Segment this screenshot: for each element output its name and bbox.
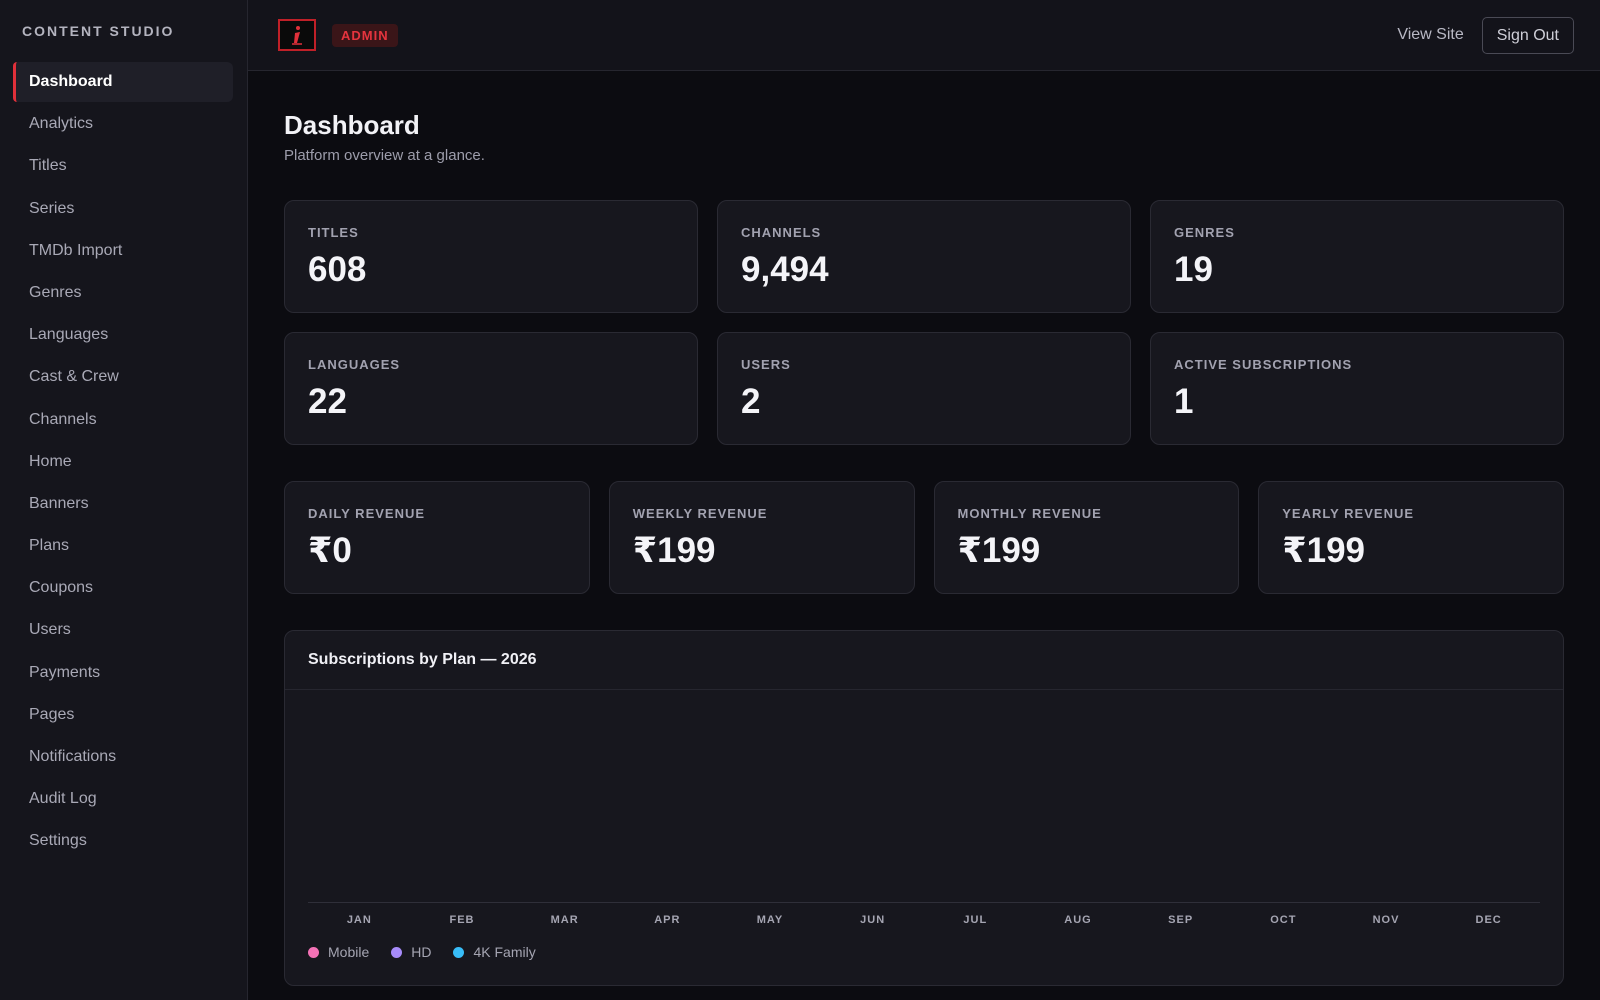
stat-value: 19: [1174, 250, 1213, 289]
legend-swatch-mobile: [308, 946, 319, 958]
stat-card-titles: TITLES 608: [284, 200, 698, 313]
sidebar-item-channels[interactable]: Channels: [29, 410, 97, 428]
revenue-label: WEEKLY REVENUE: [632, 506, 768, 521]
x-tick-label: MAR: [550, 914, 579, 926]
revenue-card-monthly: MONTHLY REVENUE ₹199: [933, 481, 1240, 594]
revenue-grid: DAILY REVENUE ₹0 WEEKLY REVENUE ₹199 MON…: [284, 481, 1564, 594]
stat-value: 22: [308, 382, 347, 421]
x-tick-label: JUN: [860, 914, 886, 926]
stat-value: 1: [1174, 382, 1194, 421]
sidebar-nav: Dashboard Analytics Titles Series TMDb I…: [0, 62, 247, 861]
chart-plot-area: [308, 690, 1540, 903]
sidebar-item-languages[interactable]: Languages: [29, 326, 109, 344]
brand-logo-icon[interactable]: [278, 19, 316, 51]
sidebar-item-settings[interactable]: Settings: [29, 832, 87, 850]
chart-legend: Mobile HD 4K Family: [308, 944, 1540, 960]
x-tick-label: DEC: [1475, 914, 1502, 926]
page-title: Dashboard: [284, 110, 420, 140]
stats-grid: TITLES 608 CHANNELS 9,494 GENRES 19 LANG…: [284, 200, 1564, 445]
sidebar-item-banners[interactable]: Banners: [29, 494, 89, 512]
brand-logo-glyph: [292, 26, 302, 45]
subscriptions-chart-card: Subscriptions by Plan — 2026 JAN FEB MAR…: [284, 630, 1564, 986]
x-tick-label: APR: [654, 914, 681, 926]
stat-value: 2: [741, 382, 761, 421]
x-tick-label: SEP: [1168, 914, 1194, 926]
sidebar-item-series[interactable]: Series: [29, 199, 75, 217]
sidebar-item-notifications[interactable]: Notifications: [29, 748, 117, 765]
revenue-label: DAILY REVENUE: [308, 506, 426, 521]
stat-label: USERS: [741, 357, 791, 372]
chart-body: JAN FEB MAR APR MAY JUN JUL AUG SEP OCT …: [285, 690, 1563, 960]
revenue-card-daily: DAILY REVENUE ₹0: [284, 481, 590, 594]
stat-label: CHANNELS: [741, 225, 822, 240]
x-tick-label: AUG: [1064, 914, 1092, 926]
revenue-card-yearly: YEARLY REVENUE ₹199: [1258, 481, 1564, 594]
revenue-value: ₹199: [1282, 531, 1365, 570]
stat-label: TITLES: [308, 225, 359, 240]
stat-label: ACTIVE SUBSCRIPTIONS: [1174, 357, 1353, 372]
sidebar-item-home[interactable]: Home: [29, 452, 72, 470]
sidebar-item-pages[interactable]: Pages: [29, 705, 75, 723]
legend-label: Mobile: [328, 944, 370, 960]
stat-card-users: USERS 2: [717, 332, 1131, 445]
sidebar-item-titles[interactable]: Titles: [29, 157, 67, 175]
stat-label: GENRES: [1174, 225, 1235, 240]
sign-out-button[interactable]: Sign Out: [1481, 16, 1574, 54]
x-tick-label: FEB: [449, 914, 475, 926]
x-tick-label: NOV: [1372, 914, 1400, 926]
x-tick-label: JUL: [963, 914, 988, 926]
x-tick-label: JAN: [346, 914, 372, 926]
legend-swatch-hd: [391, 946, 403, 958]
revenue-card-weekly: WEEKLY REVENUE ₹199: [608, 481, 915, 594]
stat-label: LANGUAGES: [308, 357, 401, 372]
chart-x-axis: JAN FEB MAR APR MAY JUN JUL AUG SEP OCT …: [308, 914, 1540, 926]
revenue-value: ₹199: [957, 531, 1041, 570]
sidebar-item-dashboard[interactable]: Dashboard: [13, 62, 233, 102]
stat-value: 9,494: [741, 250, 829, 289]
legend-item-4k-family[interactable]: 4K Family: [453, 944, 536, 960]
sidebar-item-audit-log[interactable]: Audit Log: [29, 790, 97, 808]
admin-badge: ADMIN: [332, 23, 398, 47]
legend-label: HD: [411, 944, 432, 960]
sidebar-item-coupons[interactable]: Coupons: [29, 579, 94, 597]
dashboard-content: Dashboard Platform overview at a glance.…: [248, 71, 1600, 986]
revenue-label: YEARLY REVENUE: [1282, 506, 1415, 521]
legend-item-hd[interactable]: HD: [391, 944, 431, 960]
sidebar: CONTENT STUDIO Dashboard Analytics Title…: [0, 0, 248, 1000]
stat-card-languages: LANGUAGES 22: [284, 332, 698, 445]
view-site-link[interactable]: View Site: [1397, 26, 1464, 43]
legend-item-mobile[interactable]: Mobile: [308, 944, 369, 960]
legend-swatch-4k-family: [453, 946, 465, 958]
chart-header: Subscriptions by Plan — 2026: [285, 631, 1563, 690]
stat-value: 608: [308, 250, 367, 289]
x-tick-label: MAY: [756, 914, 784, 926]
stat-card-active-subscriptions: ACTIVE SUBSCRIPTIONS 1: [1150, 332, 1564, 445]
stat-card-channels: CHANNELS 9,494: [717, 200, 1131, 313]
stat-card-genres: GENRES 19: [1150, 200, 1564, 313]
topbar: ADMIN View Site Sign Out: [248, 0, 1600, 71]
sidebar-item-analytics[interactable]: Analytics: [29, 115, 94, 133]
sidebar-item-tmdb-import[interactable]: TMDb Import: [29, 241, 123, 259]
sidebar-item-genres[interactable]: Genres: [29, 283, 82, 301]
legend-label: 4K Family: [473, 944, 536, 960]
sidebar-item-users[interactable]: Users: [29, 621, 71, 639]
revenue-label: MONTHLY REVENUE: [957, 506, 1102, 521]
chart-title: Subscriptions by Plan — 2026: [308, 651, 537, 668]
revenue-value: ₹0: [308, 531, 352, 570]
sidebar-item-payments[interactable]: Payments: [29, 663, 101, 681]
sidebar-brand: CONTENT STUDIO: [22, 23, 175, 39]
main-area: ADMIN View Site Sign Out Dashboard Platf…: [248, 0, 1600, 1000]
revenue-value: ₹199: [632, 531, 716, 570]
page-subtitle: Platform overview at a glance.: [284, 147, 485, 164]
sidebar-item-cast-crew[interactable]: Cast & Crew: [29, 368, 119, 386]
x-tick-label: OCT: [1270, 914, 1297, 926]
sidebar-item-plans[interactable]: Plans: [29, 537, 70, 555]
